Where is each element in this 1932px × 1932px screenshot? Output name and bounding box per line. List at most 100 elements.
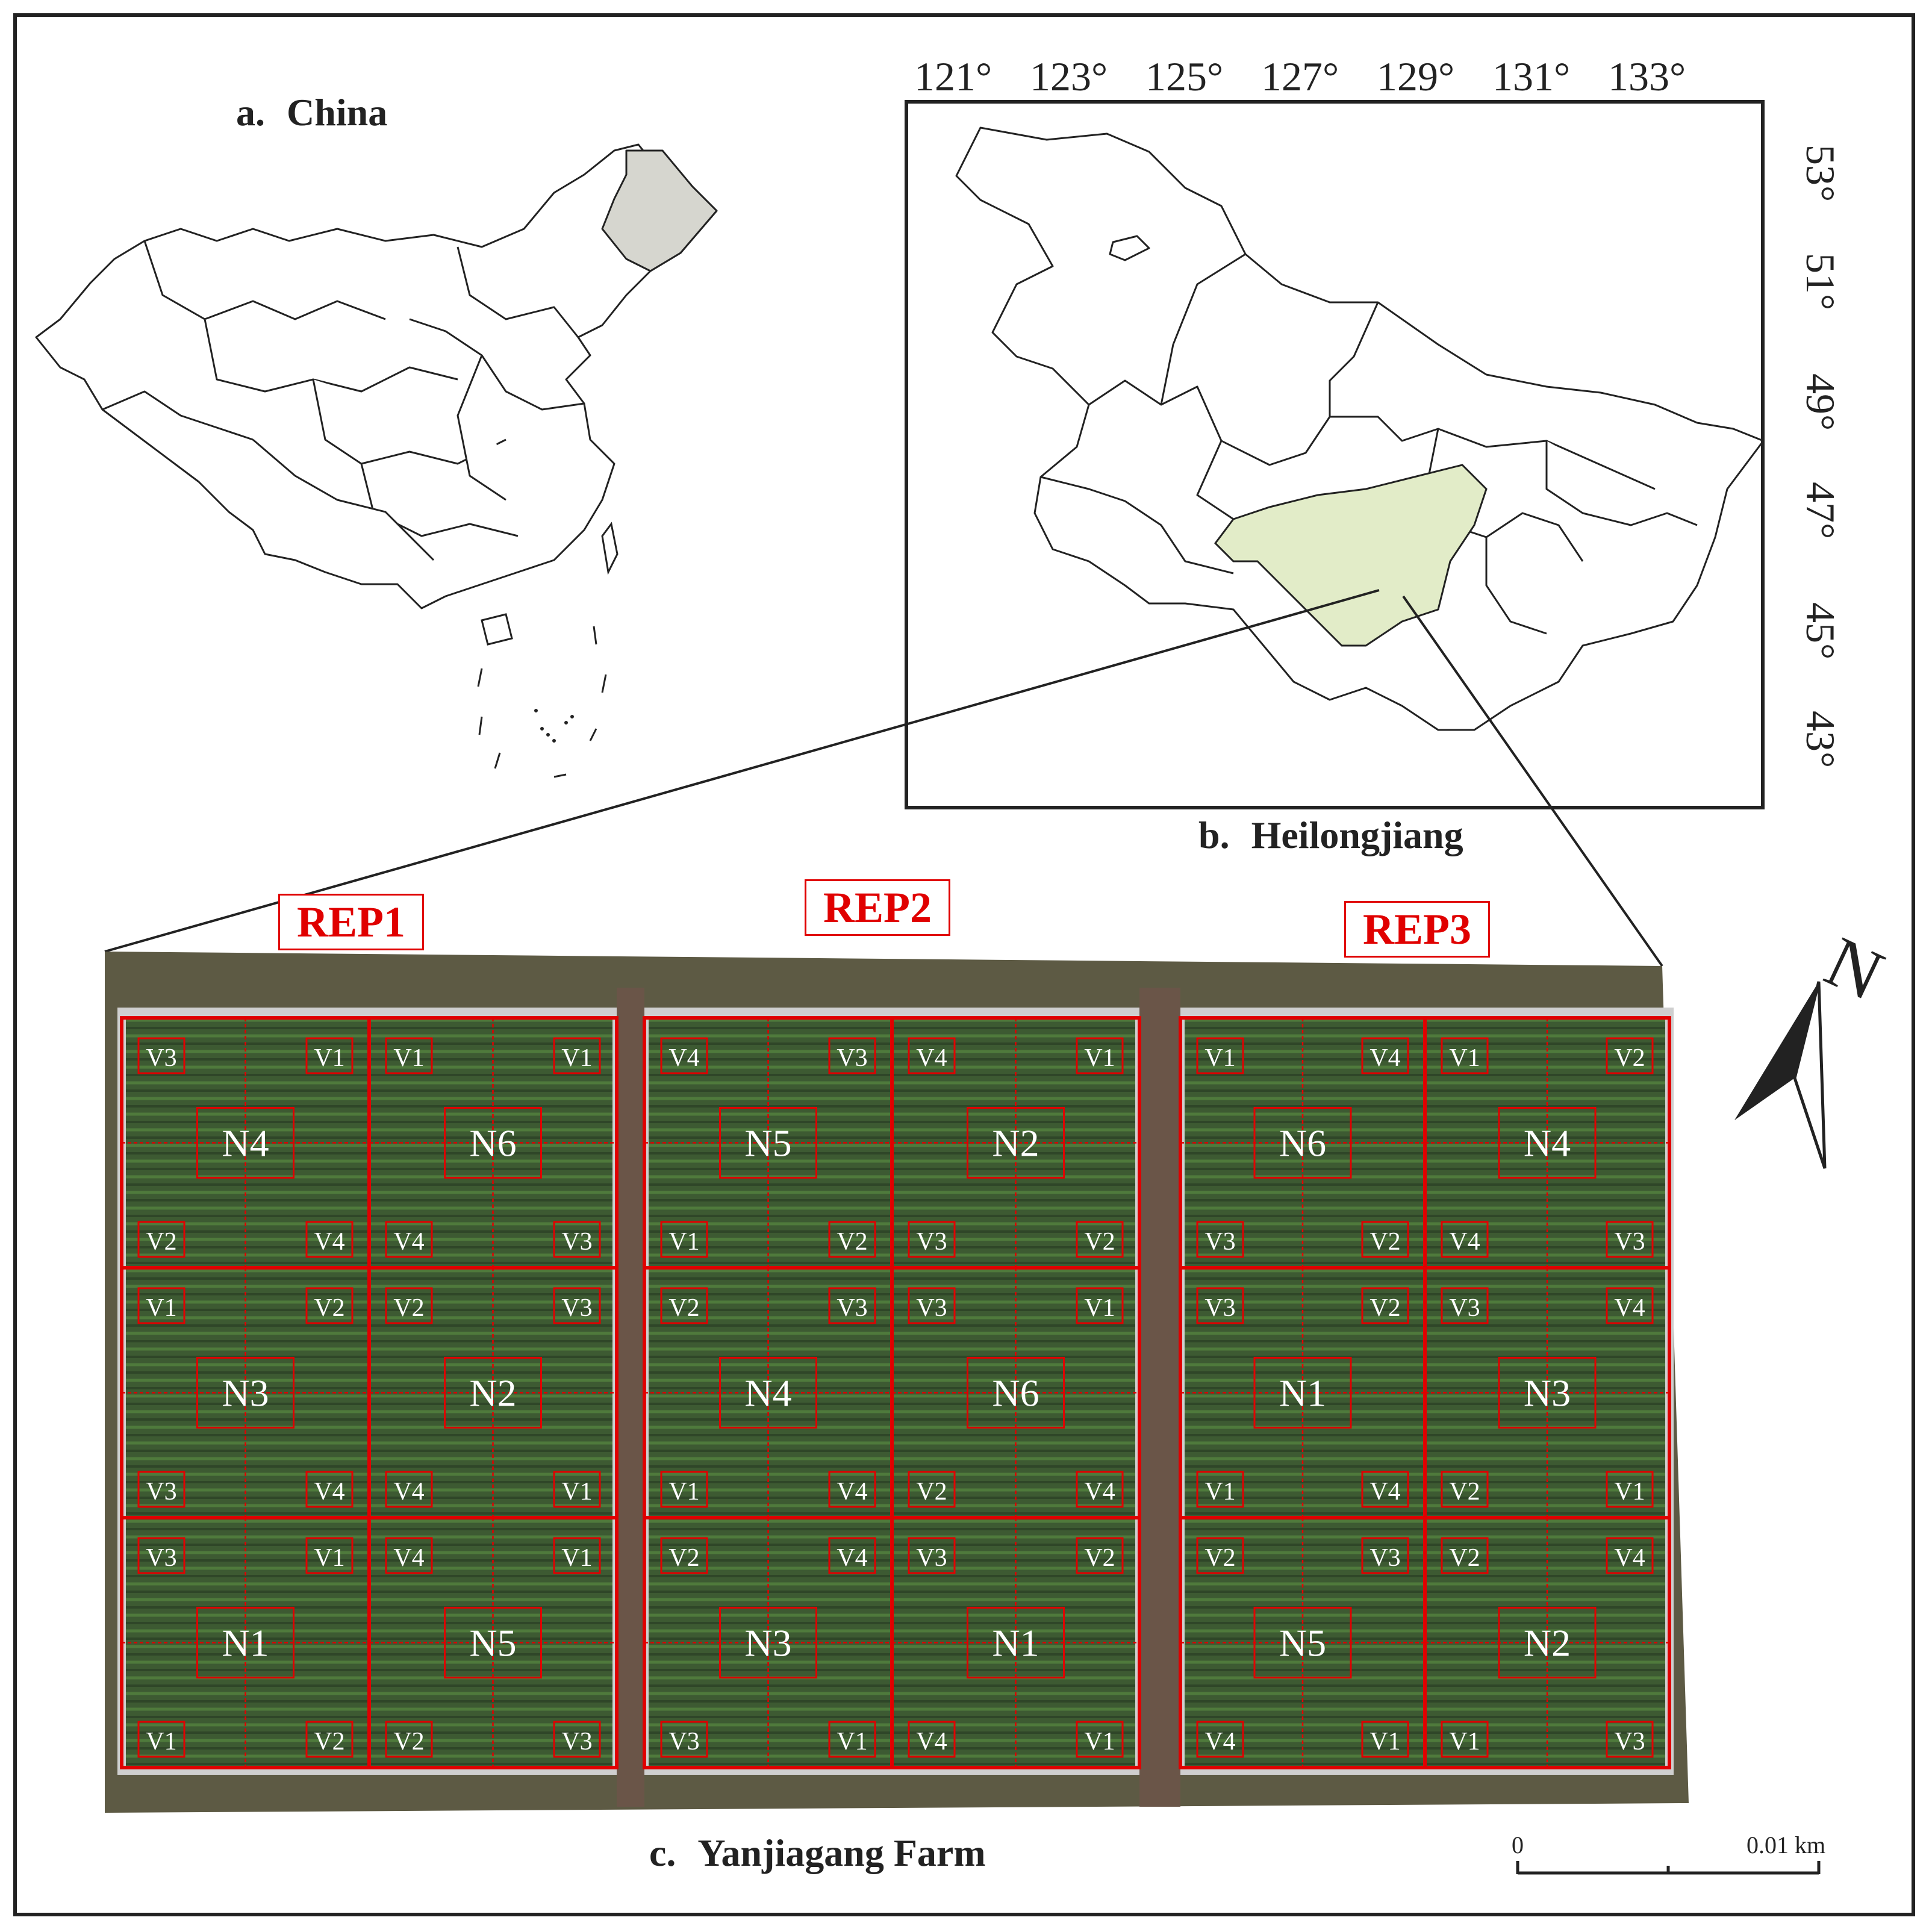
lon-tick-125: 125° bbox=[1145, 54, 1224, 99]
v-label-bl: V3 bbox=[1204, 1228, 1235, 1256]
n-label-box bbox=[196, 1357, 294, 1429]
v-label-tl: V1 bbox=[146, 1294, 176, 1322]
v-label-br: V4 bbox=[1370, 1478, 1400, 1506]
n-label: N6 bbox=[992, 1372, 1039, 1415]
lon-tick-133: 133° bbox=[1608, 54, 1686, 99]
lon-tick-121: 121° bbox=[914, 54, 992, 99]
v-label-box bbox=[137, 1721, 185, 1758]
v-label-box bbox=[305, 1287, 354, 1324]
v-label-tl: V3 bbox=[916, 1294, 947, 1322]
v-label-box bbox=[828, 1471, 876, 1508]
v-label-tl: V3 bbox=[146, 1544, 176, 1572]
soil-road-2 bbox=[1139, 988, 1180, 1807]
north-arrow-light-half bbox=[1793, 981, 1827, 1169]
v-label-box bbox=[1361, 1287, 1409, 1324]
plot-rep2-n4: N4 V2 V3 V1 V4 bbox=[643, 1266, 894, 1519]
v-label-tl: V2 bbox=[1449, 1544, 1480, 1572]
north-arrow-dark-half bbox=[1734, 982, 1819, 1120]
v-label-bl: V1 bbox=[1449, 1728, 1480, 1756]
n-label-box bbox=[444, 1607, 542, 1678]
v-label-tl: V4 bbox=[668, 1044, 699, 1072]
plot-rep2-n2: N2 V4 V1 V3 V2 bbox=[890, 1016, 1141, 1270]
v-label-box bbox=[828, 1287, 876, 1324]
rep2-label: REP2 bbox=[805, 879, 950, 936]
v-label-box bbox=[305, 1221, 354, 1258]
v-label-tl: V2 bbox=[1204, 1544, 1235, 1572]
v-label-tl: V2 bbox=[668, 1544, 699, 1572]
n-label-box bbox=[196, 1607, 294, 1678]
v-label-box bbox=[1076, 1037, 1124, 1074]
plot-rep3-n5: N5 V2 V3 V4 V1 bbox=[1179, 1516, 1427, 1769]
v-label-tr: V2 bbox=[1614, 1044, 1645, 1072]
v-label-br: V2 bbox=[1084, 1228, 1115, 1256]
plot-rep2-n3: N3 V2 V4 V3 V1 bbox=[643, 1516, 894, 1769]
v-label-tr: V4 bbox=[837, 1544, 867, 1572]
v-label-br: V1 bbox=[561, 1478, 592, 1506]
v-label-box bbox=[385, 1721, 433, 1758]
v-label-box bbox=[1196, 1287, 1244, 1324]
v-label-br: V4 bbox=[314, 1228, 344, 1256]
v-label-tr: V4 bbox=[1614, 1294, 1645, 1322]
v-label-box bbox=[1076, 1471, 1124, 1508]
v-label-box bbox=[1076, 1287, 1124, 1324]
v-label-box bbox=[1441, 1221, 1489, 1258]
v-label-bl: V2 bbox=[1449, 1478, 1480, 1506]
rep3-label: REP3 bbox=[1344, 901, 1490, 958]
v-label-box bbox=[908, 1537, 956, 1574]
v-label-bl: V2 bbox=[393, 1728, 424, 1756]
plot-rep3-n3: N3 V3 V4 V2 V1 bbox=[1423, 1266, 1671, 1519]
v-label-box bbox=[1076, 1221, 1124, 1258]
n-label: N2 bbox=[992, 1122, 1039, 1165]
rep1-label: REP1 bbox=[278, 894, 424, 950]
v-label-box bbox=[305, 1721, 354, 1758]
scale-start: 0 bbox=[1512, 1831, 1524, 1859]
soil-road-1 bbox=[617, 988, 644, 1807]
n-label: N4 bbox=[744, 1372, 791, 1415]
v-label-br: V2 bbox=[837, 1228, 867, 1256]
n-label: N5 bbox=[744, 1122, 791, 1165]
v-label-box bbox=[1441, 1537, 1489, 1574]
v-label-tr: V3 bbox=[837, 1044, 867, 1072]
v-label-box bbox=[1361, 1221, 1409, 1258]
v-label-br: V2 bbox=[314, 1728, 344, 1756]
v-label-box bbox=[908, 1037, 956, 1074]
v-label-tr: V4 bbox=[1370, 1044, 1400, 1072]
lon-tick-123: 123° bbox=[1030, 54, 1108, 99]
scale-bar: 0 0.01 km bbox=[1488, 1831, 1849, 1903]
lon-tick-129: 129° bbox=[1377, 54, 1455, 99]
plot-rep3-n1: N1 V3 V2 V1 V4 bbox=[1179, 1266, 1427, 1519]
taiwan-outline bbox=[601, 522, 619, 575]
north-arrow: N bbox=[1734, 921, 1891, 1169]
v-label-br: V4 bbox=[314, 1478, 344, 1506]
n-label: N4 bbox=[222, 1122, 269, 1165]
scale-end: 0.01 km bbox=[1747, 1831, 1826, 1859]
v-label-box bbox=[1196, 1721, 1244, 1758]
v-label-tl: V3 bbox=[1449, 1294, 1480, 1322]
v-label-box bbox=[1361, 1471, 1409, 1508]
v-label-tl: V1 bbox=[1449, 1044, 1480, 1072]
n-label: N3 bbox=[222, 1372, 269, 1415]
v-label-bl: V4 bbox=[1449, 1228, 1480, 1256]
china-map bbox=[35, 143, 718, 778]
heilongjiang-lake bbox=[1109, 235, 1150, 261]
v-label-box bbox=[1361, 1537, 1409, 1574]
heilongjiang-shape bbox=[601, 149, 718, 272]
v-label-box bbox=[385, 1037, 433, 1074]
v-label-bl: V2 bbox=[146, 1228, 176, 1256]
n-label: N1 bbox=[1279, 1372, 1326, 1415]
v-label-tl: V3 bbox=[916, 1544, 947, 1572]
v-label-tr: V1 bbox=[1084, 1294, 1115, 1322]
v-label-box bbox=[1606, 1221, 1654, 1258]
v-label-box bbox=[305, 1537, 354, 1574]
v-label-bl: V4 bbox=[393, 1228, 424, 1256]
n-label: N2 bbox=[469, 1372, 516, 1415]
v-label-box bbox=[660, 1037, 708, 1074]
v-label-box bbox=[137, 1221, 185, 1258]
n-label: N1 bbox=[992, 1622, 1039, 1665]
n-label-box bbox=[1498, 1107, 1597, 1179]
v-label-bl: V4 bbox=[393, 1478, 424, 1506]
v-label-tr: V2 bbox=[1084, 1544, 1115, 1572]
panel-a-caption: a. China bbox=[236, 91, 388, 134]
v-label-bl: V4 bbox=[916, 1728, 947, 1756]
